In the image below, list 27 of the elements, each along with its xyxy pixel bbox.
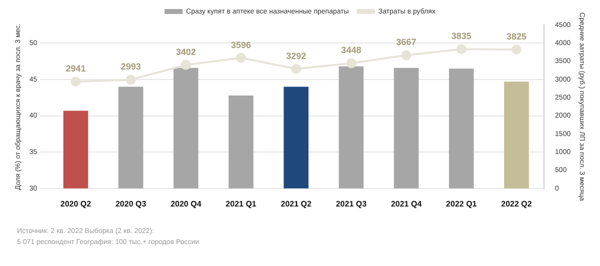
x-tick-label: 2022 Q2 xyxy=(501,199,532,208)
point xyxy=(70,76,81,87)
x-tick-label: 2021 Q2 xyxy=(280,199,312,208)
point xyxy=(346,58,356,68)
point xyxy=(236,52,246,63)
data-label: 3596 xyxy=(231,40,252,50)
point xyxy=(291,64,302,74)
data-label: 3292 xyxy=(286,50,306,61)
point xyxy=(401,50,412,60)
x-tick-label: 2020 Q2 xyxy=(60,199,92,208)
point xyxy=(126,74,136,85)
data-label: 3402 xyxy=(176,46,196,57)
point xyxy=(180,60,191,70)
point xyxy=(511,44,522,55)
x-tick-label: 2021 Q1 xyxy=(226,199,257,208)
x-tick-label: 2021 Q3 xyxy=(336,199,368,208)
point xyxy=(456,44,466,54)
x-tick-label: 2022 Q1 xyxy=(446,199,478,208)
data-label: 2941 xyxy=(66,64,86,74)
x-tick-label: 2020 Q3 xyxy=(115,199,147,208)
data-label: 3448 xyxy=(341,45,362,56)
x-tick-label: 2020 Q4 xyxy=(170,199,202,208)
x-tick-label: 2021 Q4 xyxy=(390,199,422,208)
data-label: 3667 xyxy=(396,37,416,48)
data-label: 3835 xyxy=(451,31,472,42)
data-label: 2993 xyxy=(120,62,141,72)
data-label: 3825 xyxy=(506,31,526,42)
